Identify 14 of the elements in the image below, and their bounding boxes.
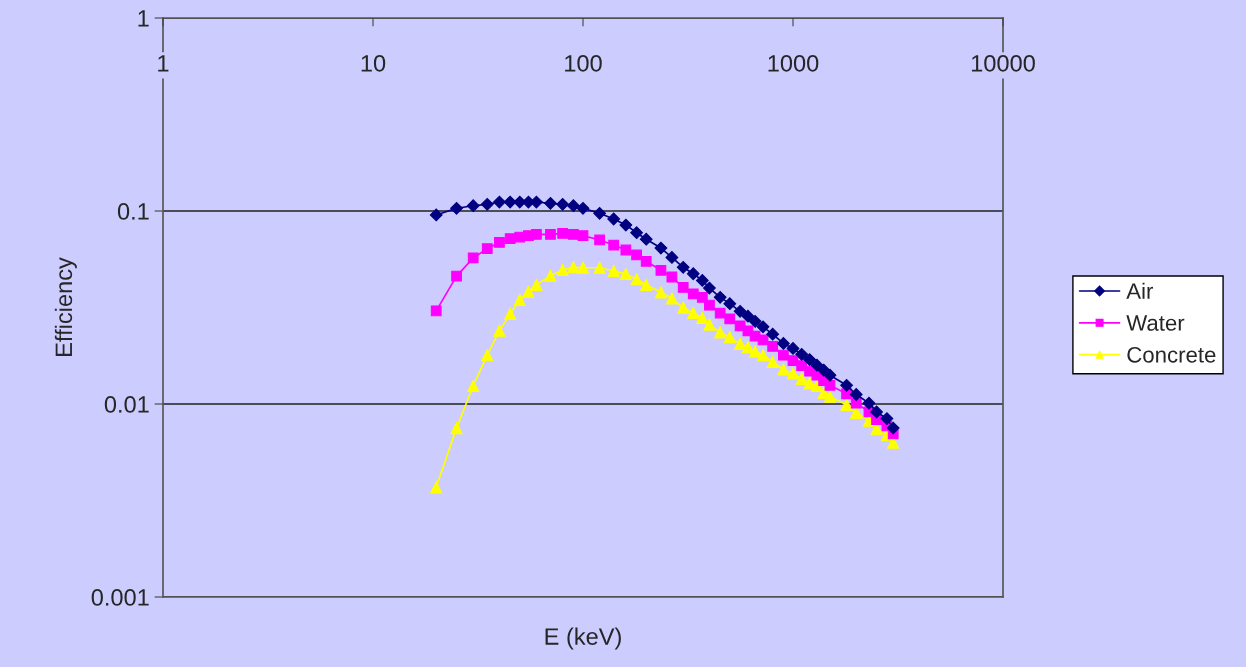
y-axis-title: Efficiency — [54, 257, 77, 356]
legend-label: Water — [1126, 315, 1185, 331]
x-tick-label: 100 — [565, 54, 602, 72]
x-tick-label: 10 — [361, 54, 386, 72]
x-tick-label: 1 — [158, 55, 169, 72]
y-tick-label: 0.1 — [117, 203, 149, 220]
y-tick-label: 0.001 — [91, 589, 149, 606]
y-tick-label: 1 — [138, 10, 149, 27]
y-tick-label: 0.01 — [104, 396, 149, 413]
x-tick-label: 10000 — [971, 54, 1035, 72]
legend-label: Air — [1126, 282, 1154, 299]
x-axis-title: E (keV) — [545, 627, 621, 650]
legend-label: Concrete — [1127, 346, 1216, 363]
x-tick-label: 1000 — [768, 54, 819, 72]
